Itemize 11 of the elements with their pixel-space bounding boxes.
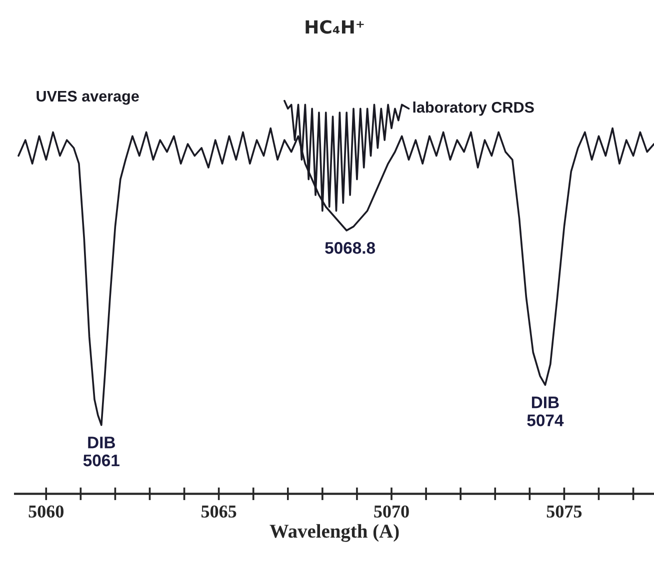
x-tick-label: 5070: [374, 505, 409, 518]
x-tick-label: 5065: [201, 505, 236, 518]
series-label: UVES average: [36, 90, 139, 105]
x-tick-label: 5075: [546, 505, 582, 518]
annotation: DIB 5061: [83, 436, 120, 466]
series-label: laboratory CRDS: [413, 102, 534, 116]
x-axis-title: Wavelength (A): [270, 524, 399, 542]
x-tick-label: 5060: [28, 505, 64, 518]
annotation: 5068.8: [325, 242, 376, 254]
chart-title: HC₄H⁺: [306, 20, 364, 34]
annotation: DIB 5074: [527, 396, 564, 426]
